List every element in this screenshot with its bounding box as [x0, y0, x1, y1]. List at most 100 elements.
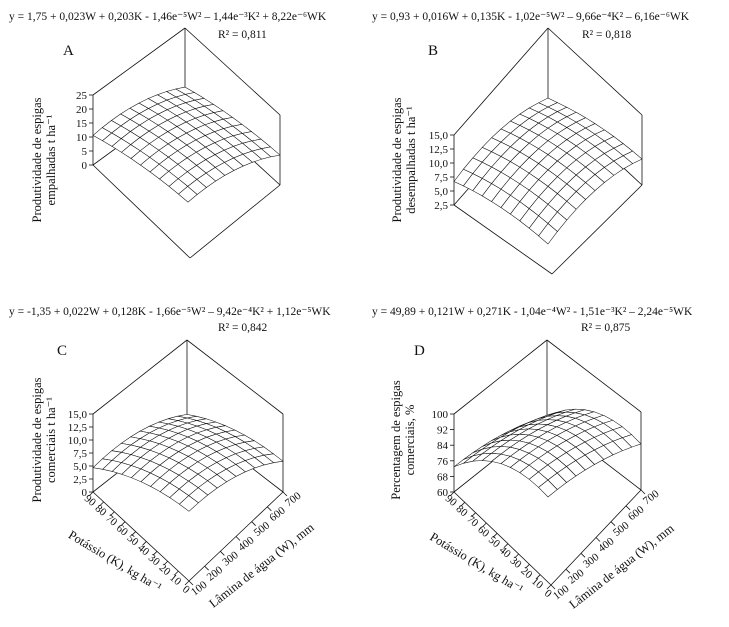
k-tick-mark: [131, 531, 136, 536]
r2-A: R² = 0,811: [218, 29, 267, 41]
potassium-axis-line: [92, 164, 191, 259]
k-tick-mark: [184, 580, 190, 586]
equation-B: y = 0,93 + 0,016W + 0,135K - 1,02e⁻⁵W² –…: [372, 11, 690, 23]
w-tick-label: 200: [205, 564, 226, 584]
top-back-edge-right: [186, 339, 284, 415]
w-tick-label: 100: [189, 579, 210, 599]
w-tick-mark: [565, 568, 571, 574]
surface-cell: [178, 495, 199, 512]
surface-mesh-D: [453, 408, 642, 498]
k-tick-mark: [88, 491, 94, 497]
z-tick-label: 100: [432, 409, 449, 421]
z-axis-label-line2: desempalhadas t ha⁻¹: [404, 106, 418, 214]
z-tick-label: 25: [76, 90, 88, 102]
surface-cell: [538, 223, 558, 245]
top-back-edge-right: [184, 27, 281, 116]
z-tick-label: 5,0: [73, 461, 87, 473]
w-tick-label: 300: [220, 549, 241, 569]
z-tick-label: 84: [437, 440, 449, 452]
surface-cell: [538, 479, 558, 498]
z-tick-label: 76: [437, 456, 449, 468]
surface-mesh-C: [92, 414, 284, 512]
w-tick-mark: [550, 584, 556, 590]
z-axis-label-line2: empalhadas t ha⁻¹: [44, 114, 58, 205]
z-tick-label: 60: [437, 487, 449, 499]
z-tick-label: 15,0: [68, 409, 88, 421]
surface-mesh-A: [92, 86, 281, 203]
w-tick-mark: [282, 491, 288, 497]
panel-label-D: D: [414, 343, 425, 359]
z-axis-label-line1: Produtividade de espigas: [30, 377, 44, 502]
top-back-edge-left: [453, 27, 549, 136]
z-axis-label-line1: Produtividade de espigas: [390, 97, 404, 222]
k-tick-mark: [503, 543, 509, 548]
w-tick-label: 600: [267, 504, 288, 524]
z-axis-label-line2: comerciais, %: [403, 405, 417, 476]
potassium-axis-line: [453, 204, 553, 275]
k-tick-mark: [460, 502, 466, 507]
water-axis-line: [189, 184, 281, 259]
potassium-axis-line: [92, 491, 190, 582]
z-tick-label: 92: [437, 425, 448, 437]
z-tick-label: 7,5: [73, 448, 87, 460]
w-tick-mark: [610, 521, 616, 526]
k-tick-mark: [163, 560, 168, 566]
panel-label-C: C: [57, 343, 67, 359]
r2-B: R² = 0,818: [582, 29, 631, 41]
k-tick-mark: [110, 511, 115, 517]
w-tick-mark: [595, 537, 601, 542]
z-tick-label: 7,5: [434, 172, 448, 184]
w-tick-label: 200: [566, 567, 587, 587]
k-tick-mark: [152, 551, 158, 556]
z-tick-label: 12,5: [68, 422, 88, 434]
z-tick-label: 12,5: [429, 144, 449, 156]
potassium-axis-line: [453, 491, 552, 586]
z-tick-label: 5: [82, 146, 88, 158]
surface-plot-A: y = 1,75 + 0,023W + 0,203K - 1,46e⁻⁵W² –…: [9, 11, 327, 259]
k-tick-mark: [514, 553, 519, 559]
z-tick-label: 15,0: [429, 130, 449, 142]
z-axis-label-line1: Percentagem de espigas: [389, 380, 403, 500]
w-tick-mark: [625, 505, 631, 511]
w-tick-label: 600: [626, 503, 647, 523]
surface-plot-C: y = -1,35 + 0,022W + 0,128K - 1,66e⁻⁵W² …: [9, 306, 331, 611]
z-tick-label: 0: [82, 160, 88, 172]
k-tick-mark: [174, 570, 179, 576]
panel-label-B: B: [428, 43, 438, 59]
z-tick-label: 5,0: [434, 186, 448, 198]
w-tick-mark: [204, 565, 209, 571]
r2-D: R² = 0,875: [581, 322, 630, 334]
top-back-edge-right: [547, 27, 643, 116]
z-tick-label: 10: [76, 132, 88, 144]
w-tick-label: 700: [283, 490, 304, 510]
k-tick-mark: [535, 574, 541, 579]
w-tick-mark: [220, 551, 225, 556]
z-tick-label: 0: [82, 487, 88, 499]
z-tick-label: 68: [437, 471, 449, 483]
z-tick-label: 20: [76, 104, 88, 116]
k-tick-mark: [492, 533, 498, 538]
z-axis-label-B: Produtividade de espigas desempalhadas t …: [390, 97, 418, 222]
w-tick-label: 300: [581, 551, 602, 571]
equation-C: y = -1,35 + 0,022W + 0,128K - 1,66e⁻⁵W² …: [9, 306, 331, 318]
k-tick-mark: [471, 512, 476, 517]
equation-D: y = 49,89 + 0,121W + 0,271K - 1,04e⁻⁴W² …: [372, 306, 693, 318]
top-back-edge-right: [546, 339, 642, 413]
w-tick-label: 500: [611, 519, 632, 539]
surface-cell: [178, 186, 198, 203]
w-tick-label: 400: [236, 534, 257, 554]
z-axis-label-A: Produtividade de espigas empalhadas t ha⁻…: [30, 97, 58, 222]
panel-label-A: A: [63, 43, 74, 59]
surface-mesh-B: [453, 97, 643, 245]
w-tick-mark: [251, 521, 256, 526]
k-tick-mark: [449, 491, 455, 497]
w-tick-mark: [640, 489, 646, 495]
top-back-edge-left: [92, 27, 186, 96]
z-tick-label: 2,5: [434, 200, 448, 212]
water-axis-line: [551, 184, 643, 275]
z-axis-label-line1: Produtividade de espigas: [30, 97, 44, 222]
k-tick-mark: [525, 564, 530, 569]
top-back-edge-left: [453, 339, 548, 415]
z-axis-label-D: Percentagem de espigas comerciais, %: [389, 380, 417, 500]
